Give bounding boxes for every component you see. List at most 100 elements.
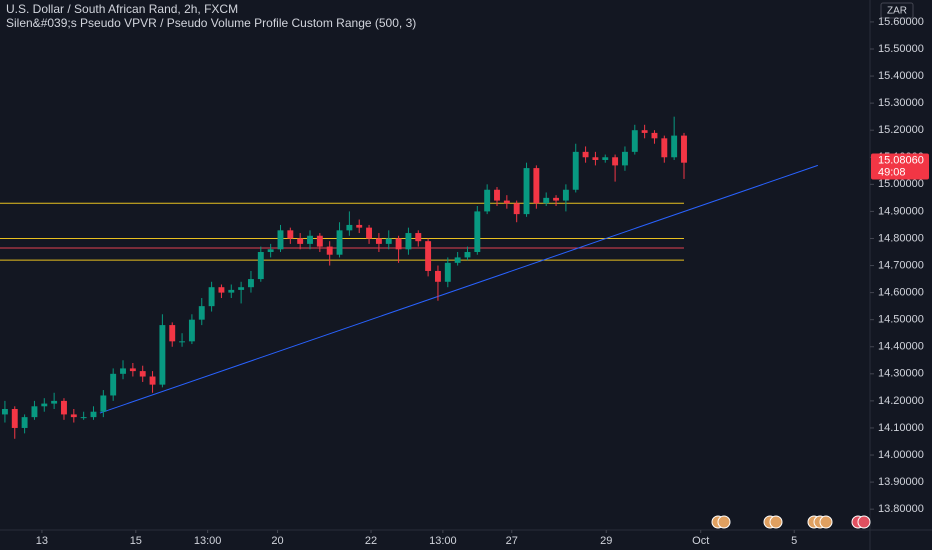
y-tick-label: 14.80000: [878, 232, 924, 244]
candle-body: [356, 224, 363, 228]
candle-body: [621, 151, 628, 166]
y-tick-label: 14.60000: [878, 287, 924, 299]
y-tick-label: 15.40000: [878, 70, 924, 82]
candle-body: [179, 341, 186, 343]
y-tick-label: 14.00000: [878, 449, 924, 461]
price-countdown: 49:08: [878, 166, 906, 178]
trend-line: [99, 164, 819, 414]
candle-body: [612, 157, 619, 166]
candle-body: [513, 203, 520, 215]
candle-body: [257, 252, 264, 280]
candle-body: [61, 400, 67, 415]
candle-body: [198, 306, 205, 320]
candle-body: [415, 233, 422, 242]
price-label: 15.08060: [878, 154, 924, 166]
candle-body: [661, 138, 668, 158]
candle-body: [51, 400, 58, 404]
candle-body: [41, 403, 48, 407]
candle-body: [375, 238, 382, 244]
x-tick-label: 13:00: [194, 535, 222, 547]
candle-body: [454, 257, 461, 263]
y-tick-label: 15.50000: [878, 43, 924, 55]
y-tick-label: 13.80000: [878, 503, 924, 515]
candle-body: [21, 417, 28, 428]
candle-body: [90, 411, 97, 418]
candle-body: [474, 211, 481, 253]
x-tick-label: 5: [791, 535, 797, 547]
candle-body: [11, 409, 18, 428]
candle-body: [405, 233, 412, 250]
candle-body: [582, 151, 589, 158]
x-tick-label: Oct: [692, 535, 709, 547]
candle-body: [218, 287, 225, 293]
candle-body: [70, 414, 77, 418]
candle-body: [631, 130, 638, 152]
y-tick-label: 13.90000: [878, 476, 924, 488]
candle-body: [169, 325, 176, 342]
y-tick-label: 14.70000: [878, 259, 924, 271]
candle-body: [503, 200, 510, 204]
price-label-box: [871, 153, 929, 180]
candle-body: [602, 157, 609, 160]
candle-body: [1, 409, 8, 415]
candle-body: [444, 262, 451, 282]
candle-body: [523, 168, 530, 215]
chart-title: U.S. Dollar / South African Rand, 2h, FX…: [6, 2, 238, 16]
candle-body: [267, 249, 274, 253]
y-tick-label: 15.20000: [878, 124, 924, 136]
candle-body: [572, 151, 579, 190]
y-tick-label: 14.20000: [878, 395, 924, 407]
candle-body: [681, 135, 687, 163]
indicator-title: Silen&#039;s Pseudo VPVR / Pseudo Volume…: [6, 16, 416, 30]
candle-body: [435, 270, 441, 282]
candle-body: [326, 246, 333, 255]
y-tick-label: 14.10000: [878, 422, 924, 434]
candle-body: [159, 325, 166, 385]
candle-body: [543, 197, 550, 204]
x-tick-label: 27: [506, 535, 518, 547]
candle-body: [336, 230, 343, 255]
y-tick-label: 15.00000: [878, 178, 924, 190]
candle-body: [228, 289, 235, 293]
candle-body: [366, 227, 373, 239]
candle-body: [316, 235, 323, 247]
y-tick-label: 14.40000: [878, 341, 924, 353]
candle-body: [425, 241, 432, 271]
candle-body: [149, 376, 156, 385]
candle-body: [208, 287, 215, 307]
x-tick-label: 29: [600, 535, 612, 547]
candle-body: [80, 417, 87, 419]
x-tick-label: 22: [365, 535, 377, 547]
y-tick-label: 14.90000: [878, 205, 924, 217]
candle-body: [671, 135, 678, 158]
y-tick-label: 15.30000: [878, 97, 924, 109]
candle-body: [641, 130, 648, 133]
candle-body: [248, 279, 254, 288]
candle-body: [592, 157, 599, 160]
candle-body: [484, 189, 491, 212]
currency-box[interactable]: [880, 2, 914, 19]
y-tick-label: 14.50000: [878, 314, 924, 326]
candle-body: [277, 230, 284, 250]
candle-body: [139, 371, 146, 377]
x-tick-label: 15: [130, 535, 142, 547]
x-tick-label: 13:00: [429, 535, 457, 547]
candle-body: [533, 168, 540, 204]
candle-body: [129, 368, 136, 372]
candle-body: [188, 319, 195, 342]
x-tick-label: 20: [271, 535, 283, 547]
y-tick-label: 14.30000: [878, 368, 924, 380]
event-icons[interactable]: [711, 515, 871, 529]
candle-body: [562, 189, 569, 201]
candle-body: [385, 238, 392, 244]
currency[interactable]: ZAR: [887, 6, 907, 17]
candle-body: [100, 395, 107, 412]
candle-body: [307, 235, 313, 244]
candle-body: [287, 230, 294, 239]
candle-body: [31, 406, 38, 418]
candle-body: [494, 189, 500, 201]
candle-body: [395, 238, 402, 250]
candle-body: [238, 287, 245, 290]
